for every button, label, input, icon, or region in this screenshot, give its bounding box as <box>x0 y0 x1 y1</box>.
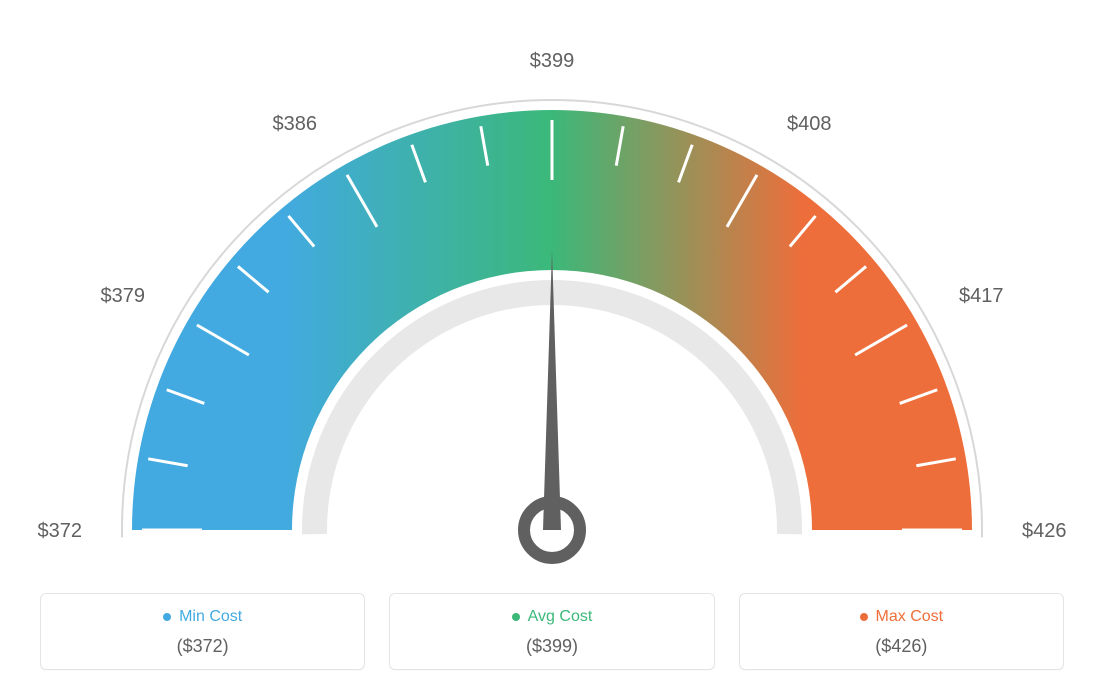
legend-value-avg: ($399) <box>400 636 703 657</box>
gauge-chart-container: $372 $379 $386 $399 $408 $417 $426 Min Cost ($… <box>0 0 1104 690</box>
legend-title-min: Min Cost <box>163 608 242 626</box>
svg-text:$408: $408 <box>787 113 832 135</box>
dot-icon <box>860 613 868 621</box>
legend-card-min: Min Cost ($372) <box>40 593 365 670</box>
svg-text:$386: $386 <box>273 113 318 135</box>
gauge-svg: $372 $379 $386 $399 $408 $417 $426 <box>0 0 1104 570</box>
legend-label: Max Cost <box>876 608 944 626</box>
svg-text:$417: $417 <box>959 285 1004 307</box>
legend-title-max: Max Cost <box>860 608 944 626</box>
gauge: $372 $379 $386 $399 $408 $417 $426 <box>0 0 1104 570</box>
dot-icon <box>512 613 520 621</box>
svg-text:$426: $426 <box>1022 520 1067 542</box>
svg-text:$399: $399 <box>530 50 575 72</box>
legend-row: Min Cost ($372) Avg Cost ($399) Max Cost… <box>0 593 1104 670</box>
legend-value-min: ($372) <box>51 636 354 657</box>
legend-label: Avg Cost <box>528 608 593 626</box>
svg-text:$372: $372 <box>38 520 83 542</box>
legend-title-avg: Avg Cost <box>512 608 593 626</box>
svg-text:$379: $379 <box>100 285 145 307</box>
dot-icon <box>163 613 171 621</box>
legend-label: Min Cost <box>179 608 242 626</box>
legend-value-max: ($426) <box>750 636 1053 657</box>
legend-card-max: Max Cost ($426) <box>739 593 1064 670</box>
legend-card-avg: Avg Cost ($399) <box>389 593 714 670</box>
